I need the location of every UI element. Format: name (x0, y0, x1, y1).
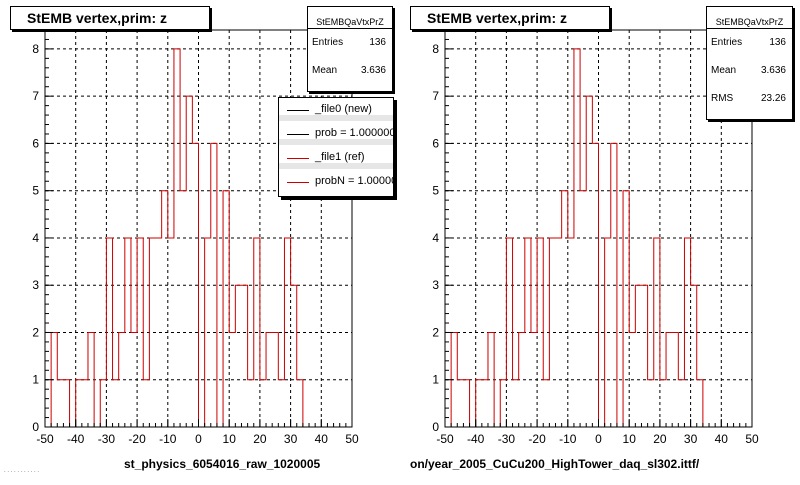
x-tick-label: 50 (745, 432, 759, 446)
stats-label: Mean (312, 65, 338, 76)
stats-title: StEMBQaVtxPrZ (308, 7, 392, 29)
y-tick-label: 3 (432, 278, 439, 292)
legend-swatch (287, 158, 309, 159)
x-tick-label: -50 (436, 432, 454, 446)
legend-entry: probN = 1.000000 (279, 170, 393, 194)
stats-value: 23.26 (760, 93, 786, 104)
legend-entry: _file0 (new) (279, 98, 393, 122)
legend-label: probN = 1.000000 (315, 175, 393, 187)
stats-box: StEMBQaVtxPrZ Entries 136 Mean 3.636 RMS… (706, 6, 793, 120)
x-tick-label: -40 (67, 432, 85, 446)
y-tick-label: 5 (32, 184, 39, 198)
legend-swatch (287, 110, 309, 111)
stats-label: Mean (711, 65, 737, 76)
x-tick-label: 50 (345, 432, 359, 446)
x-tick-label: 40 (315, 432, 329, 446)
legend-label: _file1 (ref) (315, 151, 365, 163)
x-axis-title: on/year_2005_CuCu200_HighTower_daq_sl302… (410, 457, 700, 471)
x-tick-label: 20 (653, 432, 667, 446)
stats-row-entries: Entries 136 (308, 29, 392, 57)
y-tick-label: 8 (432, 42, 439, 56)
stats-row-rms: RMS 23.26 (707, 85, 792, 113)
x-axis-title: st_physics_6054016_raw_1020005 (124, 457, 321, 471)
stats-row-mean: Mean 3.636 (707, 57, 792, 85)
legend-swatch (287, 182, 309, 183)
x-tick-label: 20 (253, 432, 267, 446)
histogram-series-line (445, 48, 704, 428)
legend-entry: prob = 1.000000 (279, 122, 393, 146)
stats-label: Entries (312, 37, 344, 48)
histogram-plot-left: -50 -40 -30 -20 -10 0 10 20 30 40 50 0 1 2 3 4 5 6 7 8 (32, 29, 359, 446)
x-tick-label: -20 (128, 432, 146, 446)
y-tick-label: 4 (32, 231, 39, 245)
stats-title: StEMBQaVtxPrZ (707, 7, 792, 29)
stats-value: 136 (369, 37, 386, 48)
stats-value: 3.636 (360, 65, 386, 76)
stats-value: 3.636 (760, 65, 786, 76)
stats-row-entries: Entries 136 (707, 29, 792, 57)
x-tick-label: 10 (223, 432, 237, 446)
chart-title: StEMB vertex,prim: z (410, 6, 610, 30)
footnote: . . . . . . . . . . . (4, 468, 40, 474)
y-tick-label: 6 (32, 136, 39, 150)
x-tick-label: 0 (595, 432, 602, 446)
y-tick-label: 1 (32, 373, 39, 387)
x-tick-label: 40 (715, 432, 729, 446)
y-tick-label: 0 (432, 420, 439, 434)
x-tick-label: -10 (559, 432, 577, 446)
y-tick-label: 2 (32, 325, 39, 339)
legend-label: prob = 1.000000 (315, 127, 394, 139)
histogram-series-line (45, 48, 304, 428)
x-tick-label: 30 (284, 432, 298, 446)
y-tick-label: 2 (432, 325, 439, 339)
x-tick-label: -10 (159, 432, 177, 446)
y-tick-label: 1 (432, 373, 439, 387)
legend: _file0 (new) prob = 1.000000 _file1 (ref… (278, 97, 394, 197)
stats-row-mean: Mean 3.636 (308, 57, 392, 85)
y-tick-label: 7 (432, 89, 439, 103)
histogram-plot-right: -50 -40 -30 -20 -10 0 10 20 30 40 50 0 1 2 3 4 5 6 7 8 (432, 29, 759, 446)
y-tick-label: 7 (32, 89, 39, 103)
x-tick-label: -40 (467, 432, 485, 446)
x-tick-label: 0 (195, 432, 202, 446)
y-tick-label: 3 (32, 278, 39, 292)
y-tick-label: 6 (432, 136, 439, 150)
histogram-panel-right: -50 -40 -30 -20 -10 0 10 20 30 40 50 0 1 2 3 4 5 6 7 8 StEM… (400, 0, 800, 480)
x-tick-label: -20 (528, 432, 546, 446)
x-tick-label: -50 (36, 432, 54, 446)
histogram-panel-left: -50 -40 -30 -20 -10 0 10 20 30 40 50 0 1 2 3 4 5 6 7 8 StEM… (0, 0, 400, 480)
chart-title: StEMB vertex,prim: z (10, 6, 210, 30)
legend-entry: _file1 (ref) (279, 146, 393, 170)
x-tick-label: 10 (623, 432, 637, 446)
y-tick-label: 4 (432, 231, 439, 245)
x-tick-label: -30 (498, 432, 516, 446)
y-tick-label: 0 (32, 420, 39, 434)
legend-label: _file0 (new) (315, 103, 372, 115)
stats-value: 136 (769, 37, 786, 48)
x-tick-label: 30 (684, 432, 698, 446)
legend-swatch (287, 134, 309, 135)
x-tick-label: -30 (98, 432, 116, 446)
y-tick-label: 8 (32, 42, 39, 56)
y-tick-label: 5 (432, 184, 439, 198)
stats-label: RMS (711, 93, 734, 104)
stats-box: StEMBQaVtxPrZ Entries 136 Mean 3.636 (307, 6, 393, 92)
stats-label: Entries (711, 37, 743, 48)
